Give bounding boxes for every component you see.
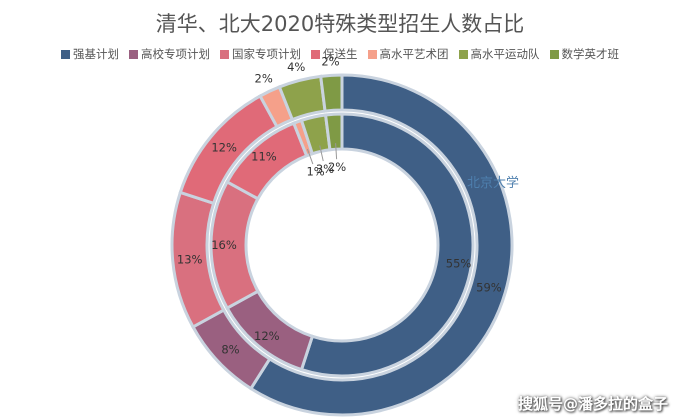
- data-label: 1%: [306, 165, 324, 179]
- data-label: 2%: [328, 160, 346, 174]
- doughnut-slice: [248, 73, 514, 417]
- legend-label: 高水平艺术团: [379, 47, 449, 61]
- legend-label: 高水平运动队: [470, 47, 540, 61]
- watermark: 搜狐号@潘多拉的盒子: [517, 395, 668, 413]
- legend-swatch: [61, 49, 70, 59]
- leader-line: [335, 143, 338, 160]
- legend-label: 强基计划: [73, 47, 119, 61]
- legend-swatch: [129, 49, 138, 59]
- data-label: 2%: [321, 54, 339, 68]
- legend-label: 高校专项计划: [141, 47, 210, 61]
- legend-item: 高水平艺术团: [367, 46, 449, 62]
- legend-swatch: [220, 49, 229, 59]
- legend-label: 国家专项计划: [232, 47, 301, 61]
- data-label: 16%: [211, 238, 237, 252]
- legend: 强基计划 高校专项计划 国家专项计划 保送生 高水平艺术团 高水平运动队 数学英才班: [0, 46, 680, 62]
- chart-title: 清华、北大2020特殊类型招生人数占比: [155, 12, 525, 36]
- legend-label: 数学英才班: [561, 47, 620, 61]
- legend-item: 保送生: [311, 46, 358, 62]
- data-label: 55%: [446, 256, 472, 270]
- legend-label: 保送生: [323, 47, 358, 61]
- legend-item: 高水平运动队: [458, 46, 540, 62]
- legend-item: 国家专项计划: [220, 46, 301, 62]
- legend-item: 高校专项计划: [129, 46, 210, 62]
- doughnut-slice: [323, 112, 344, 152]
- doughnut-slice: [299, 112, 475, 378]
- data-label: 12%: [254, 329, 280, 343]
- data-label: 8%: [221, 343, 239, 357]
- doughnut-slice: [319, 73, 344, 113]
- data-label: 3%: [316, 162, 334, 176]
- leader-line: [306, 148, 314, 165]
- legend-swatch: [367, 49, 377, 59]
- legend-swatch: [549, 49, 559, 59]
- series-name-label: 北京大学: [467, 175, 519, 191]
- data-label: 4%: [287, 60, 305, 74]
- legend-item: 强基计划: [61, 46, 119, 62]
- data-label: 11%: [251, 149, 277, 163]
- data-label: 59%: [476, 281, 502, 295]
- data-label: 12%: [211, 140, 237, 154]
- legend-swatch: [458, 49, 468, 59]
- legend-item: 数学英才班: [549, 46, 620, 62]
- data-label: 13%: [177, 252, 203, 266]
- data-label: 2%: [255, 72, 273, 86]
- legend-swatch: [311, 49, 320, 59]
- leader-line: [319, 145, 324, 162]
